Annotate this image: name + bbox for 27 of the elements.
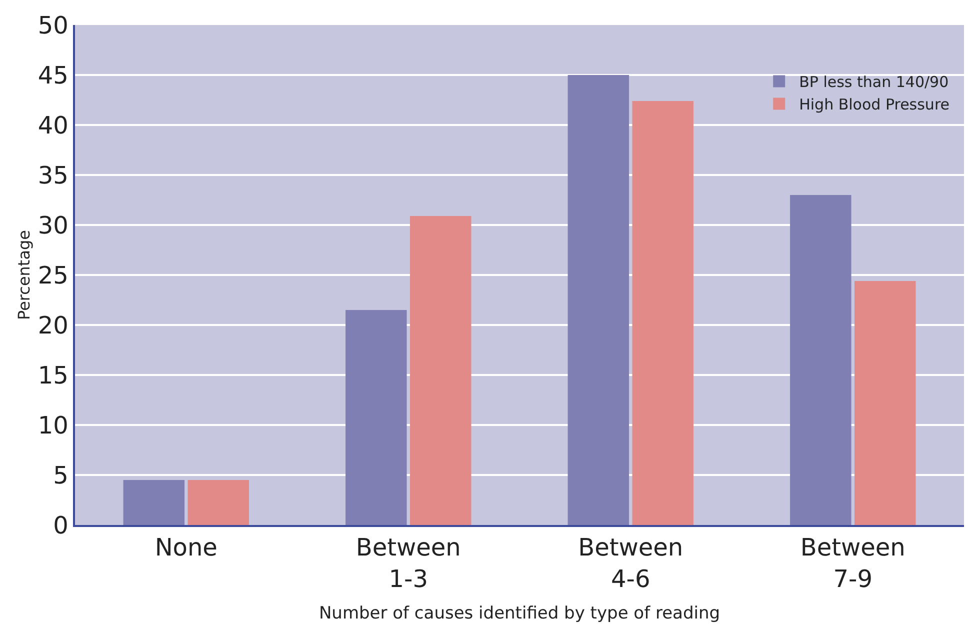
bar — [410, 216, 472, 525]
x-axis-title: Number of causes identified by type of reading — [318, 604, 720, 624]
bar — [123, 480, 185, 525]
bar — [346, 310, 407, 525]
y-tick-label: 25 — [38, 261, 68, 290]
x-tick-label: None — [154, 534, 218, 562]
bar — [632, 101, 694, 525]
y-tick-label: 0 — [53, 511, 68, 540]
y-tick-label: 5 — [53, 461, 68, 490]
y-tick-label: 50 — [38, 11, 68, 40]
y-tick-label: 30 — [38, 211, 68, 240]
bar — [188, 480, 249, 525]
bar — [854, 281, 916, 525]
legend-label: High Blood Pressure — [799, 96, 950, 114]
x-tick-label: Between 7-9 — [800, 534, 906, 593]
y-tick-label: 35 — [38, 161, 68, 190]
bar — [790, 195, 852, 525]
y-axis-title: Percentage — [14, 230, 34, 320]
y-tick-label: 20 — [38, 311, 68, 340]
x-tick-label: Between 1-3 — [356, 534, 461, 593]
bar — [568, 75, 630, 525]
legend-label: BP less than 140/90 — [799, 73, 949, 92]
y-tick-label: 40 — [38, 111, 68, 140]
x-tick-label: Between 4-6 — [578, 534, 684, 593]
y-tick-label: 15 — [38, 361, 68, 390]
y-tick-label: 10 — [38, 411, 68, 440]
y-tick-label: 45 — [38, 61, 68, 90]
